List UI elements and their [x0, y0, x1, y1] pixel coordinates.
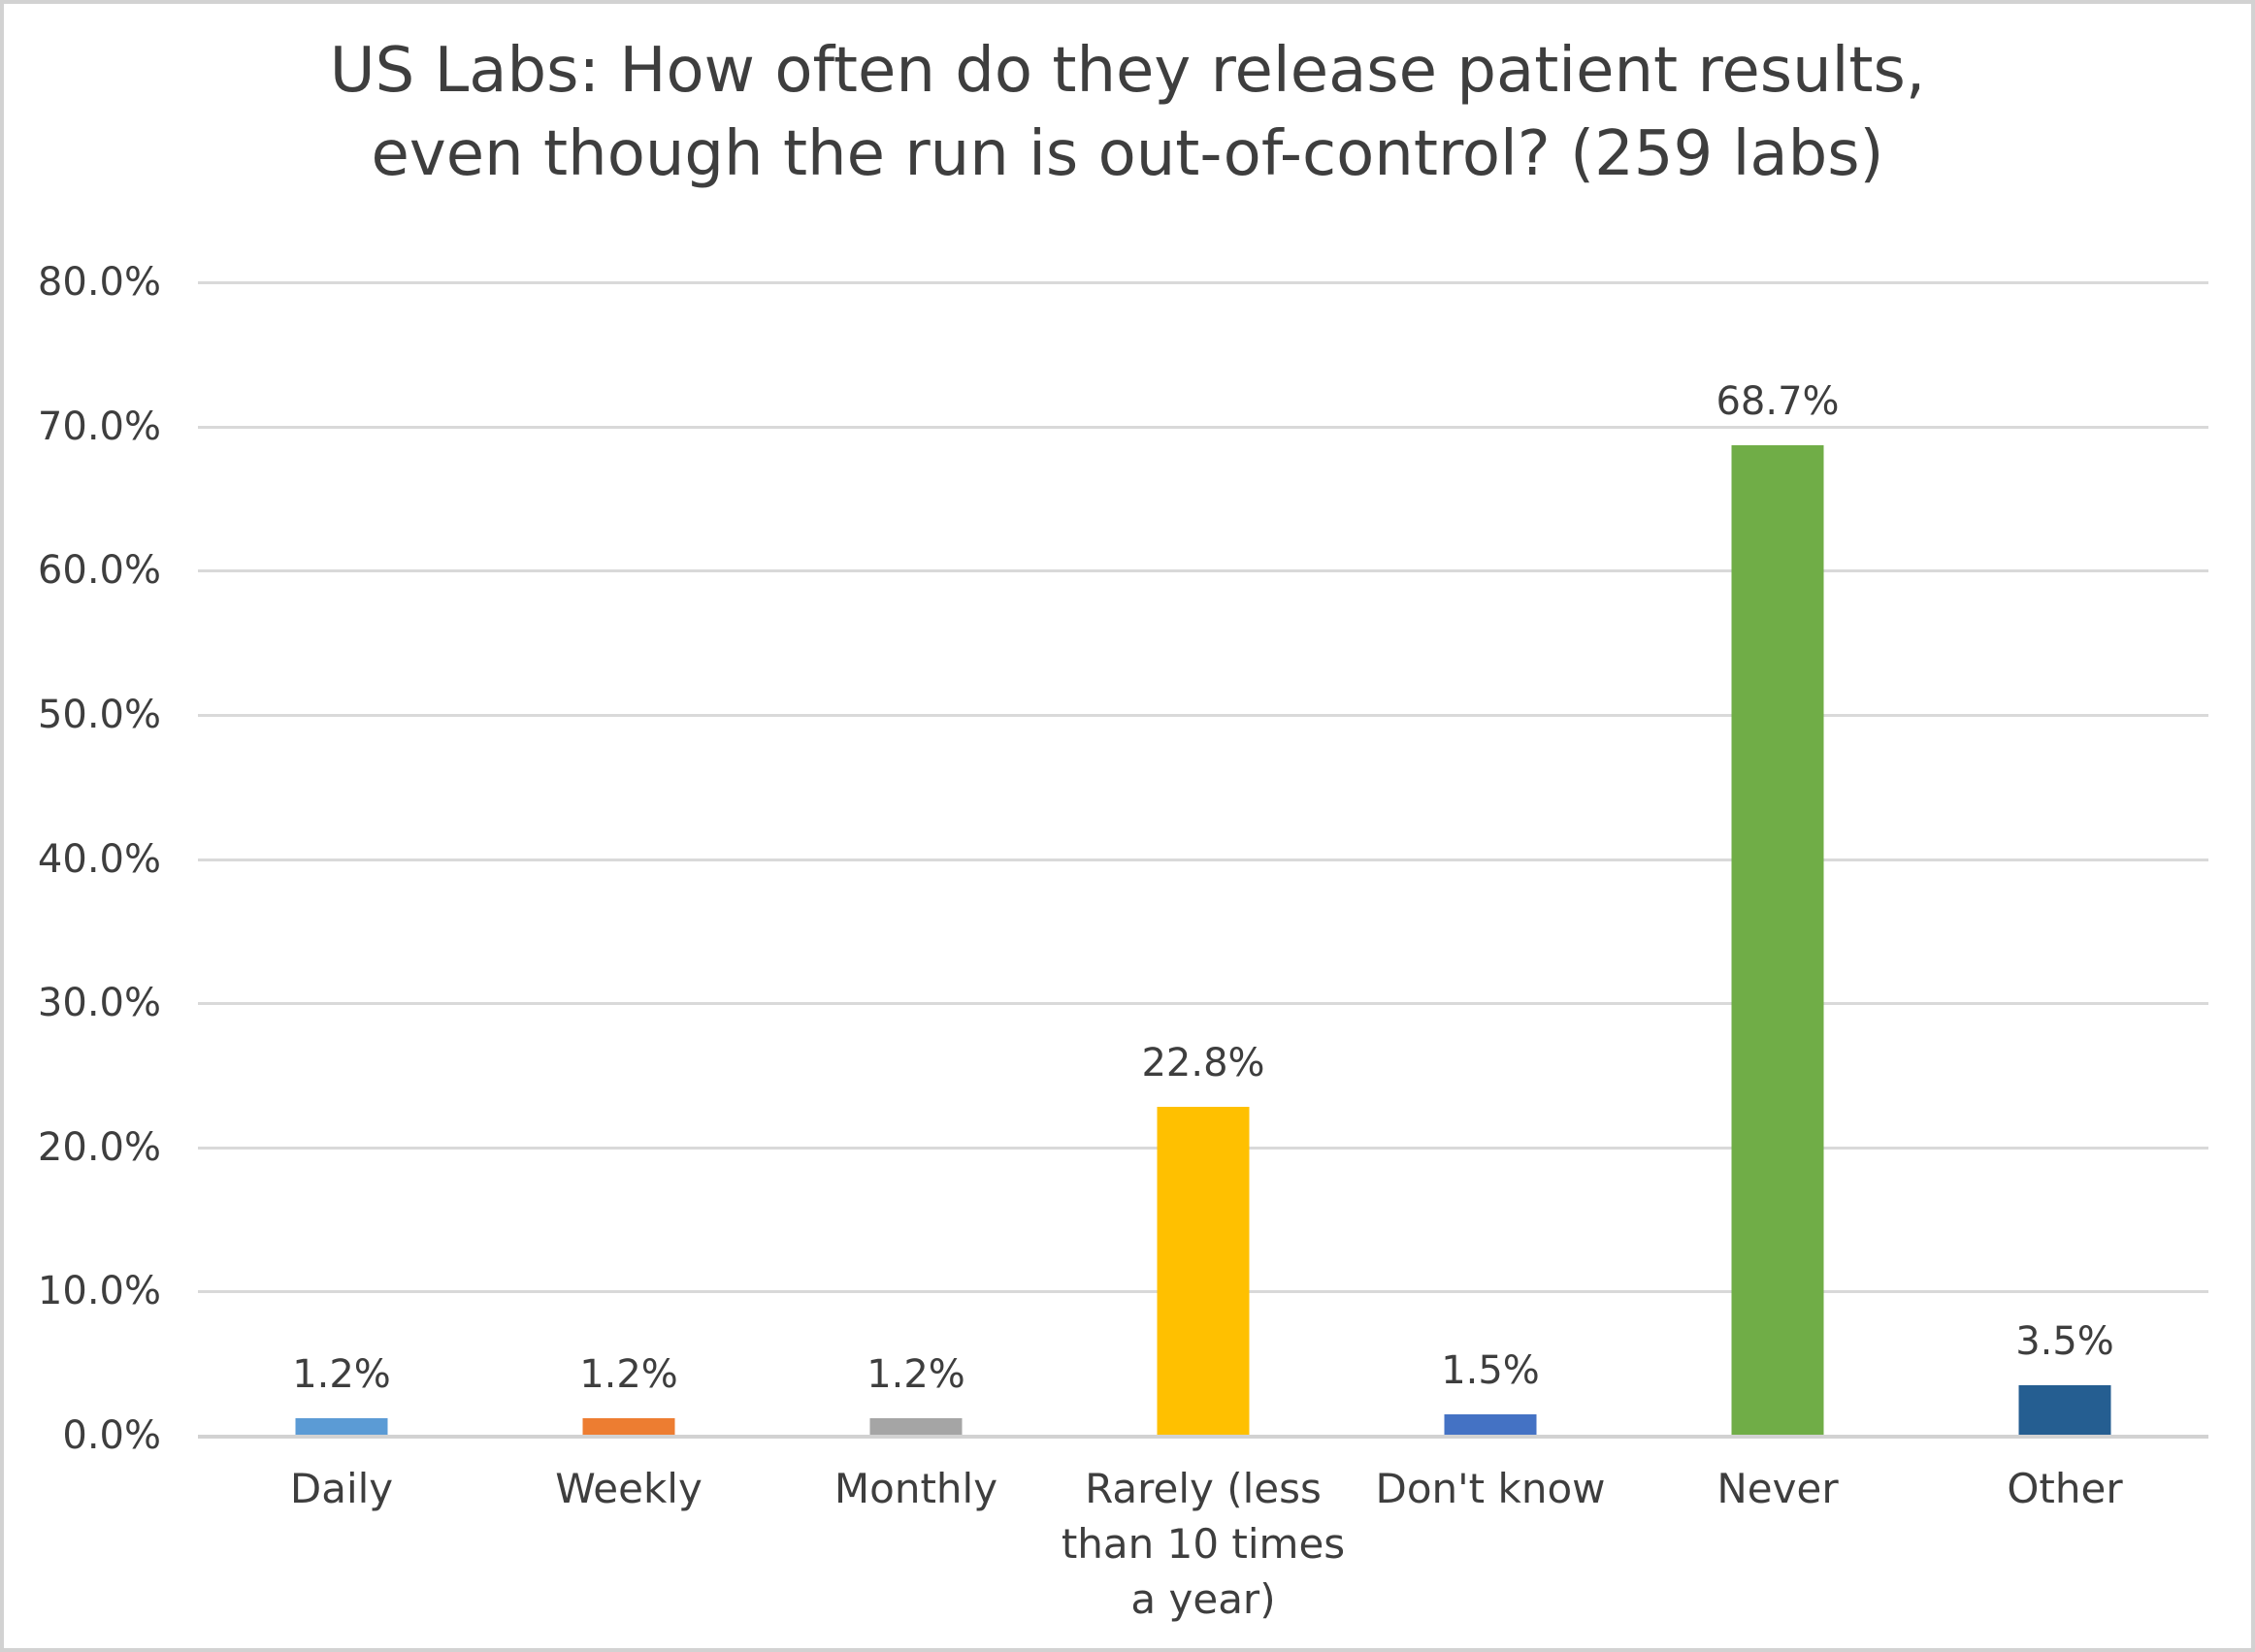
- bar-column-other: 3.5%: [1921, 282, 2208, 1436]
- x-axis-labels: Daily Weekly Monthly Rarely (less than 10 t…: [198, 1461, 2208, 1627]
- gridline-80-0: [198, 281, 2208, 284]
- x-category-label-text: Don't know: [1375, 1465, 1606, 1512]
- y-tick-label-40-0: 40.0%: [37, 836, 161, 882]
- chart-title: US Labs: How often do they release patie…: [4, 29, 2251, 196]
- x-category-label-daily: Daily: [198, 1461, 485, 1627]
- bar-column-never: 68.7%: [1634, 282, 1921, 1436]
- y-tick-label-80-0: 80.0%: [37, 260, 161, 305]
- y-tick-label-0-0: 0.0%: [62, 1413, 161, 1458]
- bar-monthly: [869, 1418, 963, 1436]
- bar-don-t-know: [1444, 1413, 1537, 1436]
- y-tick-label-50-0: 50.0%: [37, 692, 161, 737]
- y-tick-label-70-0: 70.0%: [37, 404, 161, 449]
- x-category-label-text: Never: [1716, 1465, 1839, 1512]
- bar-column-monthly: 1.2%: [772, 282, 1060, 1436]
- bar-column-don-t-know: 1.5%: [1347, 282, 1634, 1436]
- x-category-label-text: Other: [2007, 1465, 2123, 1512]
- chart-title-line-1: US Labs: How often do they release patie…: [329, 35, 1926, 107]
- bar-other: [2018, 1384, 2111, 1436]
- x-category-label-never: Never: [1634, 1461, 1921, 1627]
- bar-column-daily: 1.2%: [198, 282, 485, 1436]
- x-category-label-weekly: Weekly: [485, 1461, 772, 1627]
- data-label-never: 68.7%: [1716, 378, 1840, 424]
- bar-weekly: [582, 1418, 675, 1436]
- bar-column-weekly: 1.2%: [485, 282, 772, 1436]
- bar-never: [1731, 444, 1824, 1436]
- y-tick-label-20-0: 20.0%: [37, 1124, 161, 1170]
- bar-rarely-less-than-10-times-a-year: [1157, 1107, 1250, 1436]
- data-label-weekly: 1.2%: [579, 1352, 678, 1398]
- data-label-daily: 1.2%: [292, 1352, 391, 1398]
- y-tick-label-60-0: 60.0%: [37, 548, 161, 594]
- data-label-other: 3.5%: [2015, 1318, 2114, 1364]
- x-category-label-text: Daily: [289, 1465, 394, 1512]
- gridline-70-0: [198, 425, 2208, 429]
- x-category-label-monthly: Monthly: [772, 1461, 1060, 1627]
- chart-title-line-2: even though the run is out-of-control? (…: [371, 118, 1884, 190]
- data-label-monthly: 1.2%: [866, 1352, 965, 1398]
- gridline-50-0: [198, 713, 2208, 717]
- data-label-rarely-less-than-10-times-a-year: 22.8%: [1141, 1041, 1265, 1086]
- y-tick-label-10-0: 10.0%: [37, 1269, 161, 1314]
- gridline-30-0: [198, 1002, 2208, 1006]
- x-category-label-rarely-less-than-10-times-a-year: Rarely (less than 10 times a year): [1060, 1461, 1347, 1627]
- y-tick-label-30-0: 30.0%: [37, 981, 161, 1026]
- y-axis-labels: 80.0% 70.0% 60.0% 50.0% 40.0% 30.0% 20.0% 10.0%…: [4, 260, 161, 1458]
- x-category-label-other: Other: [1921, 1461, 2208, 1627]
- x-category-label-text: Weekly: [555, 1465, 703, 1512]
- bar-column-rarely-less-than-10-times-a-year: 22.8%: [1060, 282, 1347, 1436]
- bars-row: 1.2% 1.2% 1.2% 22.8% 1.5% 68.7% 3.5%: [198, 282, 2208, 1436]
- gridline-40-0: [198, 858, 2208, 861]
- data-label-don-t-know: 1.5%: [1441, 1347, 1540, 1393]
- x-category-label-text: Rarely (less than 10 times a year): [1061, 1465, 1346, 1623]
- plot-area: 1.2% 1.2% 1.2% 22.8% 1.5% 68.7% 3.5%: [198, 281, 2208, 1439]
- x-category-label-don-t-know: Don't know: [1347, 1461, 1634, 1627]
- gridline-0-0: [198, 1435, 2208, 1439]
- bar-daily: [295, 1418, 388, 1436]
- gridline-60-0: [198, 569, 2208, 573]
- x-category-label-text: Monthly: [833, 1465, 998, 1512]
